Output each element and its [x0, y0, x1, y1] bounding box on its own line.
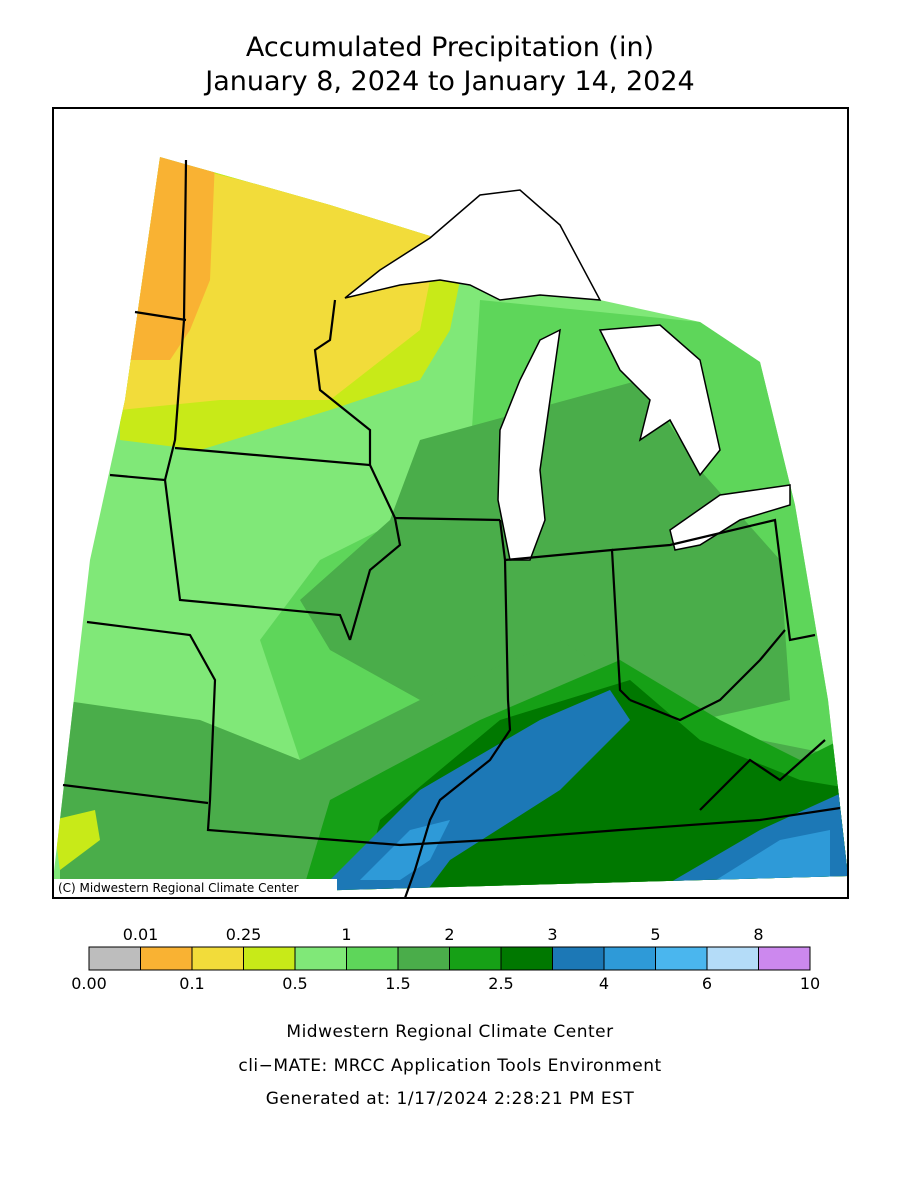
great-lakes [344, 189, 791, 561]
legend-swatch [397, 946, 450, 971]
legend-swatch [243, 946, 296, 971]
legend-label: 2.5 [488, 974, 513, 993]
legend-label: 1 [341, 925, 351, 944]
legend-label: 6 [702, 974, 712, 993]
legend-label: 5 [650, 925, 660, 944]
legend-label: 10 [800, 974, 820, 993]
map-frame [52, 107, 849, 899]
legend-label: 2 [444, 925, 454, 944]
legend-swatch [449, 946, 502, 971]
footer-line: cli−MATE: MRCC Application Tools Environ… [238, 1056, 661, 1076]
state-borders [62, 159, 841, 899]
legend-label: 0.25 [226, 925, 262, 944]
legend-label: 3 [547, 925, 557, 944]
legend-swatch [346, 946, 399, 971]
legend: 0.00 0.01 0.1 0.25 0.5 1 1.5 2 2.5 3 4 5 6 8 10 [71, 925, 820, 993]
legend-swatch [191, 946, 244, 971]
legend-swatch [655, 946, 708, 971]
legend-swatch [88, 946, 141, 971]
footer-line: Midwestern Regional Climate Center [286, 1022, 613, 1042]
legend-swatch [603, 946, 656, 971]
legend-swatch [706, 946, 759, 971]
legend-swatch [500, 946, 553, 971]
copyright-box [54, 879, 337, 897]
legend-swatch [552, 946, 605, 971]
map [53, 157, 848, 899]
legend-swatch [758, 946, 811, 971]
title-line: Accumulated Precipitation (in) [246, 32, 654, 63]
legend-label: 1.5 [385, 974, 410, 993]
legend-label: 0.1 [179, 974, 204, 993]
title-line: January 8, 2024 to January 14, 2024 [203, 66, 694, 97]
legend-swatch [294, 946, 347, 971]
legend-swatch [140, 946, 193, 971]
legend-label: 4 [599, 974, 609, 993]
legend-label: 0.5 [282, 974, 307, 993]
copyright: (C) Midwestern Regional Climate Center [58, 881, 299, 895]
footer-line: Generated at: 1/17/2024 2:28:21 PM EST [266, 1089, 635, 1109]
legend-label: 0.00 [71, 974, 107, 993]
legend-label: 0.01 [123, 925, 159, 944]
legend-label: 8 [753, 925, 763, 944]
